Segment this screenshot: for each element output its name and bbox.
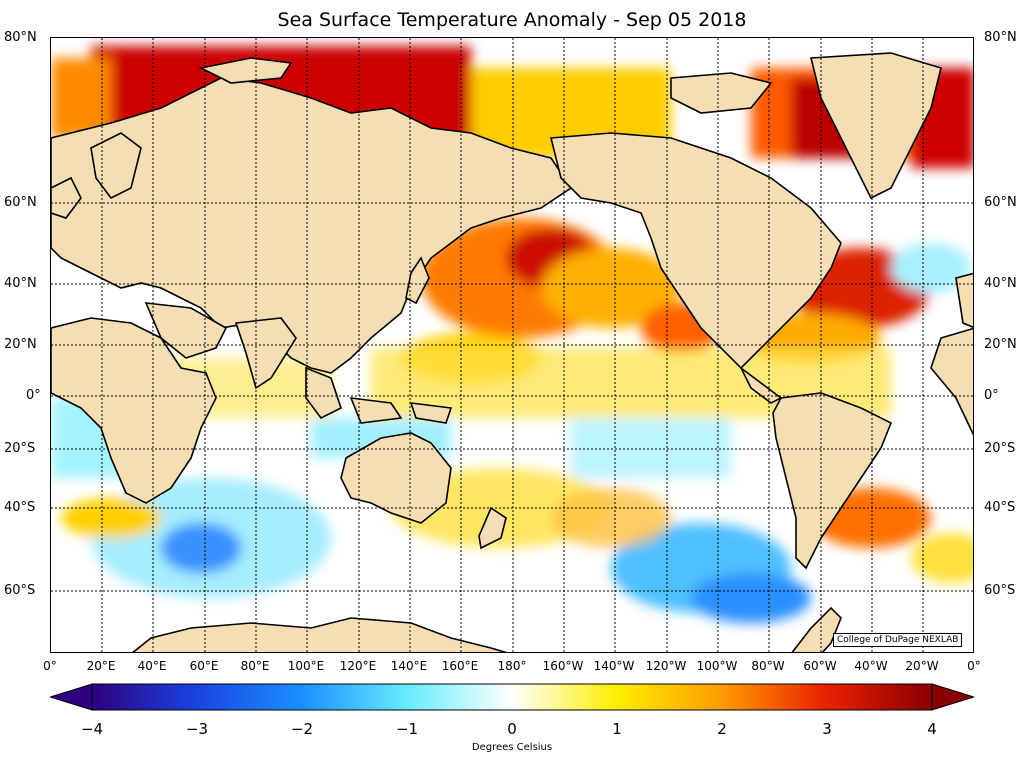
lon-label: 80°W <box>751 659 785 673</box>
colorbar-gradient <box>91 683 933 711</box>
sst-anomaly-map <box>50 37 974 653</box>
lat-label-eq-left: 0° <box>26 388 41 403</box>
colorbar-tick: 4 <box>927 720 937 738</box>
colorbar-tick: −2 <box>290 720 314 738</box>
lat-label-20n-left: 20°N <box>4 337 37 352</box>
colorbar-tick: −3 <box>185 720 209 738</box>
lon-label: 60°E <box>189 659 219 673</box>
lon-label: 80°E <box>240 659 270 673</box>
graticule <box>51 38 973 652</box>
lat-label-60n-left: 60°N <box>4 195 37 210</box>
lon-label: 0° <box>43 659 57 673</box>
lon-label: 0° <box>967 659 981 673</box>
lat-label-60s-left: 60°S <box>4 583 36 598</box>
lat-label-20s-left: 20°S <box>4 441 36 456</box>
lat-label-40s-left: 40°S <box>4 500 36 515</box>
lon-label: 20°E <box>86 659 116 673</box>
lat-label-40n-left: 40°N <box>4 276 37 291</box>
lon-label: 100°W <box>696 659 738 673</box>
lat-label-40n-right: 40°N <box>984 276 1017 291</box>
colorbar-tick: 3 <box>822 720 832 738</box>
lat-label-60n-right: 60°N <box>984 195 1017 210</box>
colorbar-min-extend <box>50 683 93 711</box>
lon-label: 160°W <box>542 659 584 673</box>
colorbar-tick: −1 <box>395 720 419 738</box>
lat-label-40s-right: 40°S <box>984 500 1016 515</box>
lat-label-60s-right: 60°S <box>984 583 1016 598</box>
lon-label: 60°W <box>803 659 837 673</box>
lon-label: 100°E <box>287 659 325 673</box>
colorbar-max-extend <box>931 683 974 711</box>
lon-label: 140°E <box>390 659 428 673</box>
colorbar-tick: 1 <box>612 720 622 738</box>
lon-label: 180° <box>497 659 527 673</box>
colorbar <box>50 683 974 711</box>
lat-label-20s-right: 20°S <box>984 441 1016 456</box>
credit-label: College of DuPage NEXLAB <box>833 633 963 647</box>
lat-label-80n-right: 80°N <box>984 30 1017 45</box>
lat-label-20n-right: 20°N <box>984 337 1017 352</box>
lon-label: 160°E <box>441 659 479 673</box>
lat-label-eq-right: 0° <box>984 388 999 403</box>
lon-label: 120°W <box>645 659 687 673</box>
lon-label: 140°W <box>593 659 635 673</box>
colorbar-tick: 0 <box>507 720 517 738</box>
lon-label: 20°W <box>905 659 939 673</box>
chart-title: Sea Surface Temperature Anomaly - Sep 05… <box>277 9 747 31</box>
map-svg <box>51 38 973 652</box>
lat-label-80n-left: 80°N <box>4 30 37 45</box>
colorbar-label: Degrees Celsius <box>471 742 553 753</box>
lon-label: 40°E <box>137 659 167 673</box>
lon-label: 120°E <box>339 659 377 673</box>
colorbar-tick: 2 <box>717 720 727 738</box>
colorbar-tick: −4 <box>80 720 104 738</box>
lon-label: 40°W <box>854 659 888 673</box>
